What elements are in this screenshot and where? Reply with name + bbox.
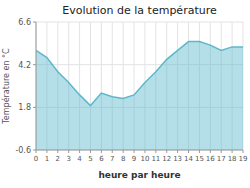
x-tick-label: 11 (151, 155, 160, 163)
x-tick (177, 150, 178, 153)
x-tick-label: 14 (184, 155, 193, 163)
x-tick (144, 150, 145, 153)
x-tick (199, 150, 200, 153)
x-tick (166, 150, 167, 153)
chart-container: 012345678910111213141516171819-0.61.84.2… (0, 0, 250, 188)
grid-line-x (36, 22, 37, 150)
x-tick-label: 15 (195, 155, 204, 163)
x-tick-label: 0 (34, 155, 38, 163)
grid-line-y (36, 150, 243, 151)
x-tick (101, 150, 102, 153)
chart: 012345678910111213141516171819-0.61.84.2… (0, 0, 250, 188)
x-tick-label: 8 (121, 155, 125, 163)
x-tick-label: 2 (56, 155, 60, 163)
x-tick-label: 16 (206, 155, 215, 163)
x-tick-label: 12 (162, 155, 171, 163)
x-tick-label: 18 (228, 155, 237, 163)
x-axis (36, 150, 243, 151)
area-fill (36, 42, 243, 150)
y-tick (33, 150, 36, 151)
y-tick (33, 22, 36, 23)
x-tick (210, 150, 211, 153)
x-tick (123, 150, 124, 153)
x-tick (68, 150, 69, 153)
title: Evolution de la température (62, 4, 217, 17)
x-tick-label: 6 (99, 155, 104, 163)
x-tick (46, 150, 47, 153)
grid-line-y (36, 22, 243, 23)
x-tick-label: 13 (173, 155, 182, 163)
x-tick-label: 17 (217, 155, 226, 163)
y-tick-label: 1.8 (18, 103, 31, 112)
x-axis-label: heure par heure (98, 170, 180, 180)
y-axis (36, 22, 37, 150)
x-tick (112, 150, 113, 153)
x-tick (90, 150, 91, 153)
y-tick-label: 4.2 (18, 61, 31, 70)
x-tick (243, 150, 244, 153)
x-tick-label: 5 (88, 155, 92, 163)
y-tick (33, 107, 36, 108)
x-tick-label: 19 (239, 155, 248, 163)
y-tick (33, 64, 36, 65)
y-tick-label: -0.6 (15, 146, 31, 155)
x-tick (221, 150, 222, 153)
x-tick-label: 4 (77, 155, 82, 163)
x-tick-label: 1 (45, 155, 49, 163)
line (36, 42, 243, 106)
x-tick (188, 150, 189, 153)
x-tick-label: 9 (132, 155, 136, 163)
x-tick-label: 10 (140, 155, 149, 163)
grid (36, 22, 243, 150)
y-axis-label: Température en °C (1, 48, 11, 125)
x-tick (79, 150, 80, 153)
x-tick-label: 3 (66, 155, 70, 163)
x-tick-label: 7 (110, 155, 114, 163)
x-tick (57, 150, 58, 153)
y-tick-label: 6.6 (18, 18, 31, 27)
x-tick (155, 150, 156, 153)
x-tick (232, 150, 233, 153)
x-tick (134, 150, 135, 153)
plot-area (36, 42, 243, 150)
